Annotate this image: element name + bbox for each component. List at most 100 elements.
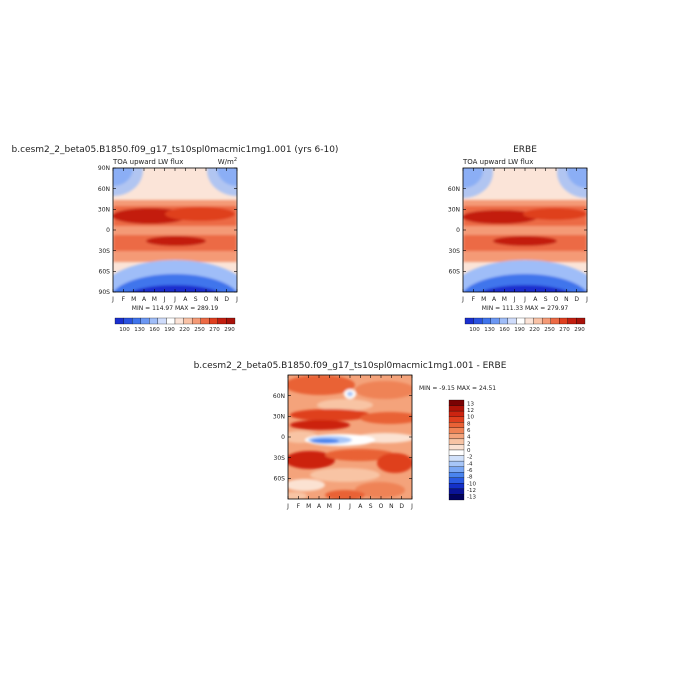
y-tick-label: 30N: [98, 207, 110, 214]
panel-model-stats: MIN = 114.97 MAX = 289.19: [132, 305, 219, 312]
colorbar-box: [448, 433, 465, 440]
panel-model-units: W/m2: [218, 157, 237, 166]
colorbar-label: 6: [467, 428, 471, 434]
colorbar-box: [183, 317, 193, 325]
y-tick-label: 0: [106, 227, 110, 234]
colorbar-label: 13: [467, 401, 474, 407]
colorbar-box: [191, 317, 201, 325]
x-tick-label: D: [224, 296, 229, 303]
colorbar-label: 250: [544, 327, 555, 333]
panel-difference-south-warm-2: [325, 449, 395, 461]
panel-model-y-axis: 90N 60N 30N 0 30S 60S 90S: [98, 165, 237, 296]
panel-model-arctic-cool-ring-east: [207, 168, 237, 196]
panel-model-field: [113, 168, 237, 292]
y-tick-label: 30N: [448, 207, 460, 214]
colorbar-box: [448, 483, 465, 490]
colorbar-box: [123, 317, 133, 325]
colorbar-box: [166, 317, 176, 325]
colorbar-box: [448, 488, 465, 495]
colorbar-label: 250: [194, 327, 205, 333]
colorbar-box: [448, 427, 465, 434]
x-tick-label: A: [183, 296, 188, 303]
colorbar-box: [448, 460, 465, 467]
y-tick-label: 60S: [99, 269, 111, 276]
colorbar-label: 130: [484, 327, 495, 333]
y-tick-label: 0: [281, 434, 285, 441]
colorbar-box: [481, 317, 491, 325]
colorbar-box: [131, 317, 141, 325]
x-tick-label: J: [410, 503, 413, 510]
colorbar-label: 190: [164, 327, 175, 333]
colorbar-label: 160: [149, 327, 160, 333]
panel-erbe-colorbar: 100 130 160 190 220 250 270 290: [464, 317, 586, 333]
y-tick-label: 30S: [449, 248, 461, 255]
colorbar-label: 0: [467, 448, 471, 454]
panel-difference-polar-warm-2: [325, 490, 365, 499]
colorbar-box: [448, 410, 465, 417]
colorbar-label: -6: [467, 468, 473, 474]
y-tick-label: 60S: [274, 476, 286, 483]
x-tick-label: J: [523, 296, 526, 303]
panel-model-variable-label: TOA upward LW flux: [112, 158, 183, 166]
x-tick-label: S: [544, 296, 548, 303]
x-tick-label: O: [379, 503, 384, 510]
panel-model-title: b.cesm2_2_beta05.B1850.f09_g17_ts10spl0m…: [12, 145, 339, 155]
panel-difference-y-axis: 60N 30N 0 30S 60S: [273, 393, 412, 483]
x-tick-label: J: [111, 296, 114, 303]
y-tick-label: 0: [456, 227, 460, 234]
panel-difference-field: [288, 375, 412, 499]
x-tick-label: J: [338, 503, 341, 510]
colorbar-box: [524, 317, 534, 325]
x-tick-label: A: [492, 296, 497, 303]
colorbar-box: [448, 477, 465, 484]
colorbar-box: [209, 317, 219, 325]
panel-model-units-base: W/m: [218, 158, 234, 166]
panel-difference-title: b.cesm2_2_beta05.B1850.f09_g17_ts10spl0m…: [194, 361, 507, 371]
colorbar-box: [499, 317, 509, 325]
y-tick-label: 30S: [99, 248, 111, 255]
colorbar-box: [567, 317, 577, 325]
panel-model-band-north-core-east: [165, 207, 235, 221]
panel-erbe-band-south-core: [493, 236, 557, 246]
colorbar-box: [576, 317, 586, 325]
colorbar-box: [448, 416, 465, 423]
panel-model: b.cesm2_2_beta05.B1850.f09_g17_ts10spl0m…: [12, 145, 339, 333]
colorbar-box: [550, 317, 560, 325]
panel-difference: b.cesm2_2_beta05.B1850.f09_g17_ts10spl0m…: [194, 361, 507, 510]
panel-erbe-y-axis: 60N 30N 0 30S 60S: [448, 186, 587, 276]
colorbar-box: [507, 317, 517, 325]
x-tick-label: F: [297, 503, 301, 510]
colorbar-label: 8: [467, 421, 471, 427]
colorbar-label: 100: [119, 327, 130, 333]
colorbar-box: [174, 317, 184, 325]
y-tick-label: 60N: [448, 186, 460, 193]
panel-erbe-title: ERBE: [513, 145, 537, 155]
x-tick-label: J: [173, 296, 176, 303]
colorbar-label: 2: [467, 441, 471, 447]
colorbar-label: 270: [559, 327, 570, 333]
panel-model-arctic-cool-ring-west: [113, 168, 143, 196]
colorbar-box: [448, 444, 465, 451]
panel-difference-south-warm-1: [288, 451, 335, 469]
panel-difference-north-pale-1: [317, 399, 373, 411]
x-tick-label: J: [513, 296, 516, 303]
panel-model-colorbar: 100 130 160 190 220 250 270 290: [114, 317, 235, 333]
colorbar-label: 270: [209, 327, 220, 333]
panel-erbe-variable-label: TOA upward LW flux: [462, 158, 533, 166]
y-tick-label: 30S: [274, 455, 286, 462]
colorbar-label: -4: [467, 461, 473, 467]
x-tick-label: J: [348, 503, 351, 510]
colorbar-box: [140, 317, 150, 325]
panel-difference-mid-warm-1: [290, 409, 370, 421]
x-tick-label: O: [554, 296, 559, 303]
colorbar-label: 290: [224, 327, 235, 333]
x-tick-label: M: [306, 503, 311, 510]
panel-erbe-arctic-cool-ring-west: [463, 168, 493, 198]
x-tick-label: J: [461, 296, 464, 303]
panel-erbe-arctic-cool-ring-east: [557, 168, 587, 198]
colorbar-label: 10: [467, 415, 474, 421]
panel-model-antarctic-core: [130, 285, 220, 292]
colorbar-box: [464, 317, 474, 325]
